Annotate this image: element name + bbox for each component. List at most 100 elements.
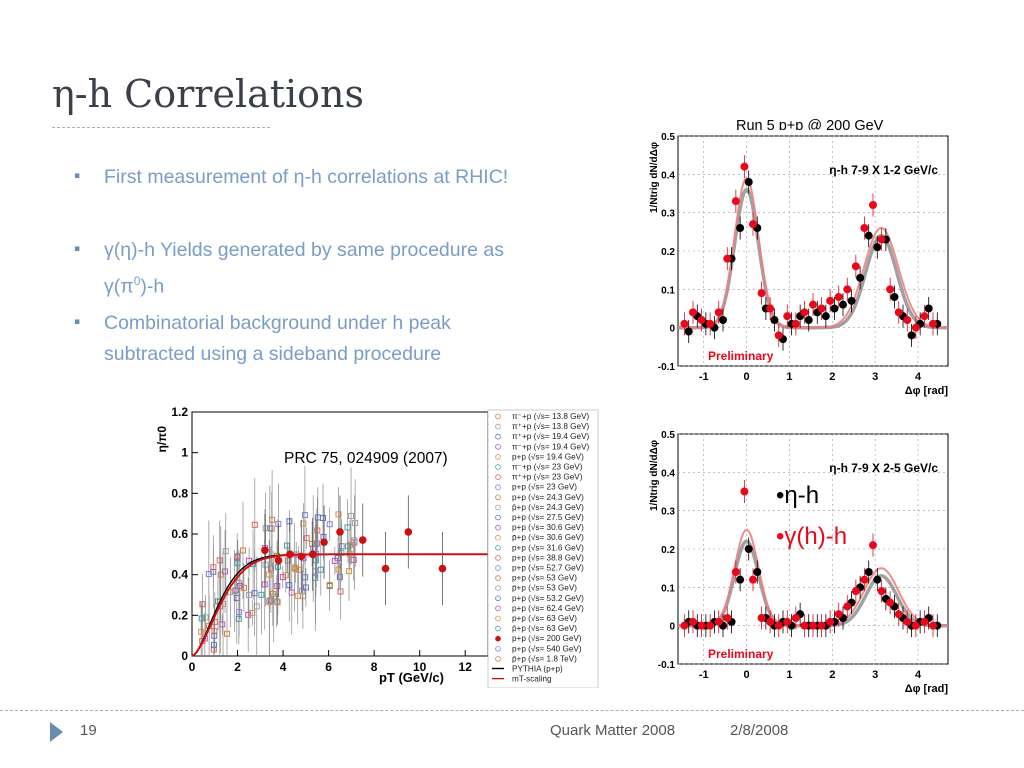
gamma-data-point [783, 617, 792, 626]
gamma-data-point [697, 316, 706, 324]
historical-point [338, 543, 345, 550]
y-tick-label: 1.2 [171, 405, 188, 419]
legend-marker [495, 646, 501, 652]
legend-marker [495, 504, 501, 511]
x-tick-label: 4 [280, 660, 287, 674]
historical-point [245, 591, 252, 598]
x-tick-label: 3 [872, 669, 878, 681]
phenix-data-point [261, 546, 269, 555]
gamma-data-point [680, 319, 689, 328]
gamma-data-point [766, 304, 775, 313]
gamma-data-point [877, 235, 886, 244]
phenix-data-point [358, 536, 367, 544]
x-tick-label: 2 [829, 669, 835, 681]
y-tick-label: 0.8 [171, 486, 188, 500]
gamma-data-point [749, 220, 757, 229]
footer-divider [0, 710, 1024, 711]
gamma-data-point [723, 254, 732, 263]
x-axis-label: Δφ [rad] [905, 683, 949, 695]
historical-point [302, 584, 309, 591]
bullet-marker-1: ▪ [74, 171, 81, 181]
historical-point [266, 525, 273, 532]
gamma-data-point [886, 598, 895, 607]
legend-entry: p+p (√s= 540 GeV) [512, 644, 582, 653]
historical-point [258, 591, 265, 598]
y-axis-label: 1/Ntrig dN/dΔφ [649, 142, 660, 213]
historical-point [326, 582, 333, 589]
legend-marker [495, 433, 501, 440]
y-tick-label: 0.4 [171, 568, 188, 582]
historical-point [251, 521, 258, 528]
x-tick-label: 6 [325, 660, 332, 674]
eta-data-point [864, 568, 873, 576]
gamma-data-point [680, 621, 689, 630]
bullet-text-2-sup: 0 [133, 274, 141, 288]
legend-entry: p+p (√s= 19.4 GeV) [512, 452, 584, 461]
gamma-data-point [860, 575, 869, 584]
gamma-data-point [834, 293, 843, 301]
historical-point [245, 611, 252, 618]
eta-data-point [804, 316, 813, 324]
phenix-data-point [438, 564, 447, 573]
eta-data-point [736, 224, 745, 232]
historical-point [292, 565, 299, 572]
legend-entry: p̄+p (√s= 1.8 TeV) [512, 654, 577, 663]
gamma-data-point [697, 621, 706, 630]
eta-data-point [719, 316, 727, 324]
historical-point [202, 614, 209, 621]
eta-data-point [924, 304, 933, 313]
historical-point [251, 590, 258, 597]
legend-marker [495, 413, 501, 420]
legend-marker [495, 534, 501, 541]
historical-point [198, 615, 205, 622]
y-tick-label: 0.1 [661, 583, 675, 594]
gamma-data-point [860, 224, 869, 232]
legend-entry: p+p (√s= 31.6 GeV) [512, 543, 584, 552]
legend-entry: p̄+p (√s= 30.6 GeV) [512, 533, 584, 542]
gamma-data-point [809, 621, 817, 630]
gamma-data-point [869, 201, 877, 209]
x-tick-label: 2 [234, 660, 241, 674]
historical-point [294, 592, 301, 599]
reference-label: PRC 75, 024909 (2007) [284, 450, 448, 467]
y-tick-label: 0 [669, 324, 675, 335]
historical-point [345, 568, 352, 575]
gamma-data-point [766, 617, 775, 626]
x-tick-label: 8 [371, 660, 378, 674]
gamma-data-point [757, 614, 766, 622]
gamma-data-point [689, 308, 697, 317]
eta-data-point [736, 575, 745, 584]
gamma-data-point [791, 319, 800, 328]
historical-point [199, 601, 206, 608]
eta-data-point [839, 300, 847, 309]
gamma-data-point [869, 541, 877, 550]
legend-marker [495, 484, 501, 490]
phenix-data-point [286, 550, 294, 559]
gamma-data-point [826, 296, 835, 305]
historical-point [345, 543, 352, 550]
historical-point [284, 557, 291, 564]
gamma-data-point [783, 312, 792, 321]
bullet-text-2-suffix: )-h [140, 275, 165, 298]
legend-entry: p+p (√s= 30.6 GeV) [512, 523, 584, 532]
gamma-data-point [774, 621, 783, 630]
historical-point [326, 521, 333, 528]
historical-point [236, 609, 243, 616]
historical-point [273, 598, 280, 605]
phenix-data-point [381, 564, 390, 573]
legend-marker [495, 585, 501, 592]
legend-marker [495, 575, 501, 581]
historical-point [219, 621, 226, 628]
historical-point [331, 557, 338, 564]
historical-point [205, 571, 212, 578]
legend-entry: p+p (√s= 23 GeV) [512, 483, 577, 492]
historical-point [286, 582, 293, 589]
legend-marker [495, 514, 501, 521]
gamma-data-point [714, 617, 723, 626]
legend-entry: p+p (√s= 52.7 GeV) [512, 564, 584, 573]
eta-pi0-ratio-chart: 0 2 4 6 8 10 12 0 0.2 0.4 0.6 0.8 1 1.2 pT (GeV/c) η/π0… [148, 404, 600, 688]
gamma-data-point [817, 304, 826, 313]
historical-point [274, 583, 281, 590]
historical-point [198, 628, 205, 635]
legend-marker [495, 464, 501, 470]
